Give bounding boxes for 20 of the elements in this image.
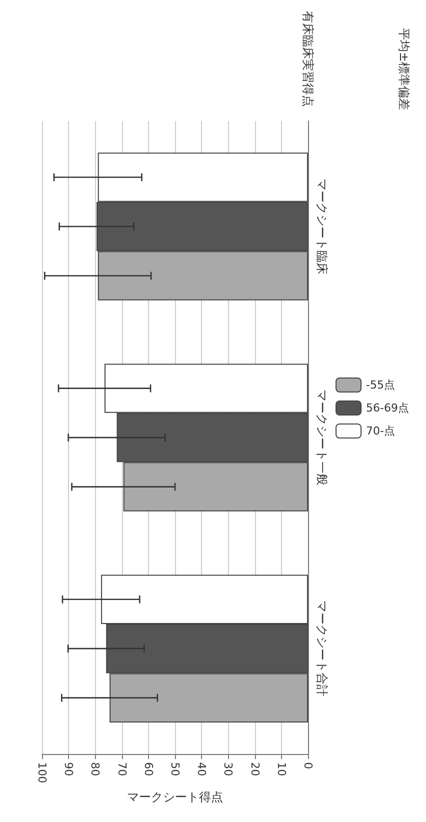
x-tick-label: 40 [195, 762, 208, 776]
legend-label: -55点 [366, 378, 396, 392]
x-tick-label: 60 [142, 762, 155, 776]
x-tick-label: 70 [115, 762, 128, 776]
x-tick-label: 30 [222, 762, 235, 776]
legend-label: 70-点 [366, 424, 396, 438]
x-tick-label: 90 [62, 762, 76, 776]
x-tick-label: 20 [248, 762, 262, 776]
y-tick-label: マークシート一般 [315, 390, 329, 486]
y-tick-label: マークシート合計 [315, 600, 329, 697]
legend-label: 56-69点 [366, 402, 410, 414]
x-tick-label: 100 [36, 762, 48, 784]
x-tick-label: 0 [302, 762, 314, 770]
x-tick-label: 10 [274, 762, 288, 776]
y-tick-label: マークシート臨床 [315, 178, 329, 275]
x-tick-label: 50 [168, 762, 182, 776]
x-tick-label: 80 [88, 762, 102, 776]
y-axis-title: 有床臨床実習得点 [301, 11, 315, 107]
text: 平均±標準偏差 [397, 28, 411, 110]
x-axis-title: マークシート得点 [127, 790, 223, 804]
